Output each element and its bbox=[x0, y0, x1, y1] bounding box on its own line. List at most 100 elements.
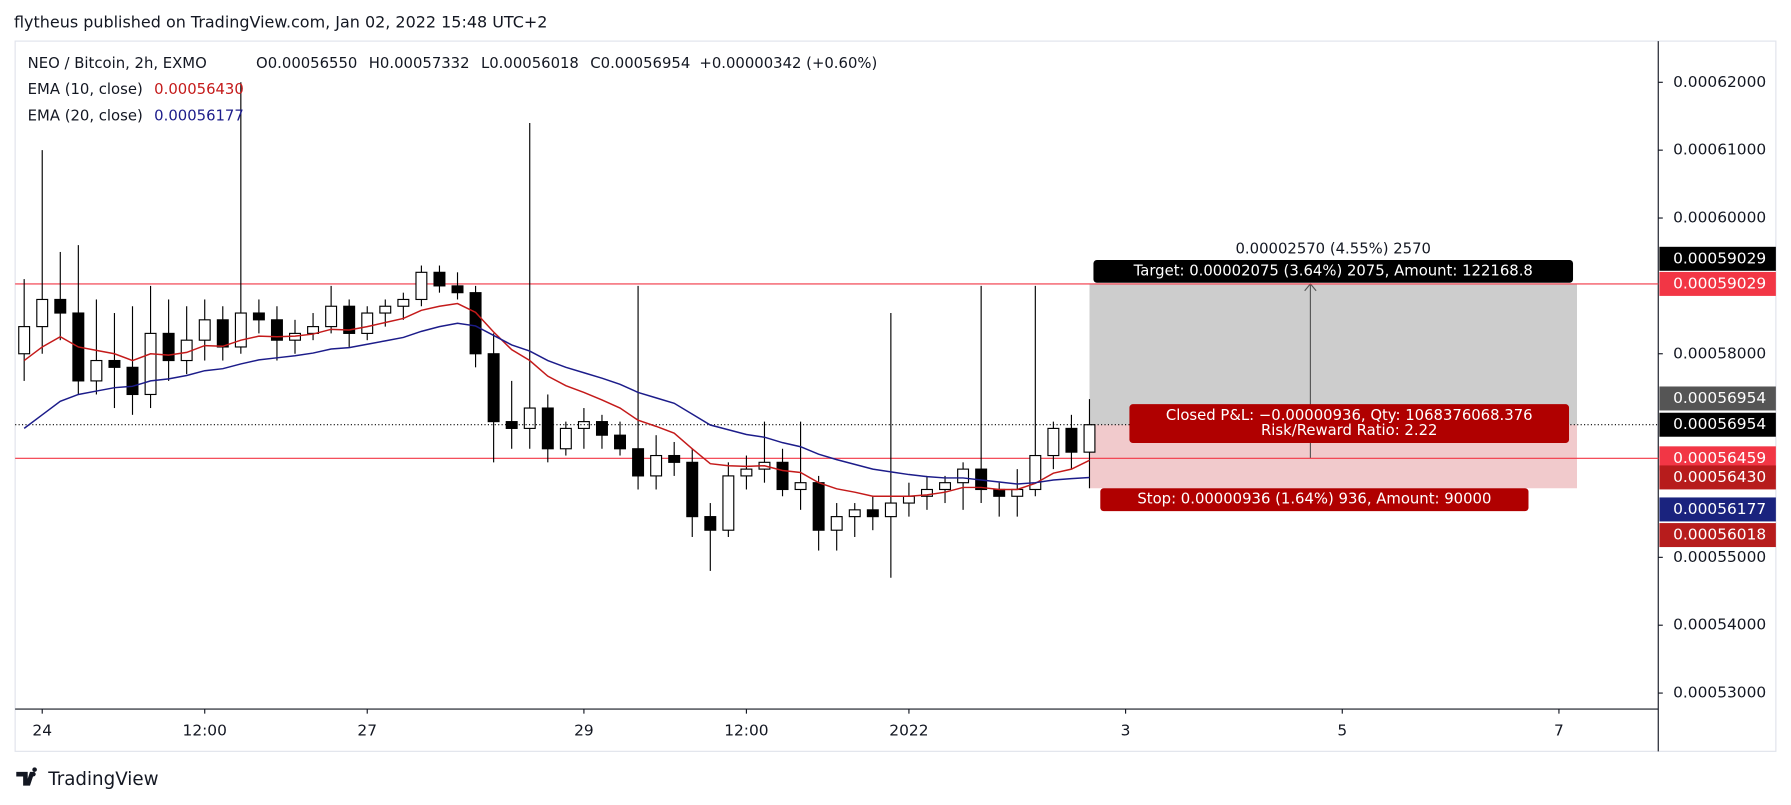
candle-body bbox=[559, 427, 572, 450]
plot: 0.00062000 0.00061000 0.00060000 0.00058000… bbox=[15, 73, 1776, 739]
ohlc-key: C bbox=[590, 55, 600, 72]
candle-body bbox=[415, 271, 428, 301]
price-label-box bbox=[1659, 246, 1776, 271]
ohlc-value: 0.00057332 bbox=[380, 55, 470, 72]
x-tick-label: 29 bbox=[574, 721, 594, 739]
candle-body bbox=[505, 421, 518, 429]
ohlc-value: 0.00056954 bbox=[601, 55, 691, 72]
candle-body bbox=[144, 332, 157, 396]
price-label: 0.00059029 bbox=[1673, 249, 1766, 267]
footer-brand: TradingView bbox=[47, 769, 158, 790]
ohlc-key: H bbox=[369, 55, 380, 72]
candle-body bbox=[939, 482, 952, 491]
candle-body bbox=[704, 516, 717, 531]
candle-body bbox=[740, 468, 753, 477]
ohlc-change: +0.00000342 (+0.60%) bbox=[699, 55, 877, 72]
position-pnl-label-box bbox=[1129, 404, 1570, 444]
price-label-box bbox=[1659, 412, 1776, 437]
y-tick-label: 0.00053000 bbox=[1673, 684, 1766, 702]
x-tick-label: 7 bbox=[1554, 721, 1564, 739]
candle-body bbox=[866, 509, 879, 518]
price-label: 0.00056177 bbox=[1673, 500, 1766, 518]
ohlc-value: 0.00056018 bbox=[489, 55, 579, 72]
price-label-box bbox=[1659, 523, 1776, 548]
x-tick-label: 27 bbox=[357, 721, 377, 739]
candle-body bbox=[848, 509, 861, 518]
price-label: 0.00056018 bbox=[1673, 526, 1766, 544]
position-pnl-label: Risk/Reward Ratio: 2.22 bbox=[1261, 422, 1437, 439]
y-tick-label: 0.00060000 bbox=[1673, 209, 1766, 227]
candle-body bbox=[126, 366, 139, 396]
candle-body bbox=[993, 488, 1006, 497]
y-tick-label: 0.00061000 bbox=[1673, 141, 1766, 159]
position-stop-label: Stop: 0.00000936 (1.64%) 936, Amount: 90… bbox=[1137, 491, 1491, 508]
candle-body bbox=[90, 359, 103, 382]
candle-body bbox=[469, 292, 482, 355]
candle-body bbox=[668, 454, 681, 463]
x-tick-label: 24 bbox=[32, 721, 52, 739]
candle-body bbox=[1011, 488, 1024, 497]
chart-title: NEO / Bitcoin, 2h, EXMO bbox=[28, 55, 207, 72]
position-range-label: 0.00002570 (4.55%) 2570 bbox=[1236, 241, 1431, 258]
candle-body bbox=[902, 495, 915, 504]
price-label: 0.00056430 bbox=[1673, 468, 1766, 486]
x-tick-label: 3 bbox=[1121, 721, 1131, 739]
y-tick-label: 0.00058000 bbox=[1673, 344, 1766, 362]
candle-body bbox=[325, 305, 338, 328]
footer-logo bbox=[16, 767, 37, 786]
price-label-box bbox=[1659, 497, 1776, 522]
candle-body bbox=[198, 319, 211, 341]
legend-entry: EMA (10, close) 0.00056430 bbox=[28, 81, 244, 98]
ohlc-key: O bbox=[256, 55, 268, 72]
position-stop-label-box bbox=[1100, 488, 1529, 512]
candle-body bbox=[1047, 427, 1060, 457]
position-target-label-box bbox=[1093, 259, 1574, 283]
price-label: 0.00056459 bbox=[1673, 449, 1766, 467]
candle-body bbox=[216, 319, 229, 348]
candle-body bbox=[957, 468, 970, 484]
candle-body bbox=[108, 359, 121, 368]
candle-body bbox=[487, 353, 500, 423]
candle-body bbox=[162, 332, 175, 362]
candle-body bbox=[18, 326, 31, 355]
candle-body bbox=[523, 407, 536, 429]
candle-body bbox=[1083, 424, 1096, 453]
x-tick-label: 12:00 bbox=[724, 721, 768, 739]
candle-body bbox=[361, 312, 374, 334]
y-tick-label: 0.00054000 bbox=[1673, 616, 1766, 634]
candle-body bbox=[595, 421, 608, 436]
candle-body bbox=[1029, 454, 1042, 491]
ohlc-value: 0.00056550 bbox=[268, 55, 358, 72]
candle-body bbox=[632, 448, 645, 477]
candle-body bbox=[541, 407, 554, 450]
x-tick-label: 12:00 bbox=[183, 721, 227, 739]
candle-body bbox=[794, 482, 807, 491]
candle-body bbox=[451, 285, 464, 294]
candle-body bbox=[433, 271, 446, 287]
header-text: flytheus published on TradingView.com, J… bbox=[14, 12, 547, 31]
candle-body bbox=[812, 482, 825, 531]
legend-name: EMA (10, close) bbox=[28, 81, 143, 98]
candle-body bbox=[54, 298, 67, 314]
candle-body bbox=[722, 475, 735, 531]
candle-body bbox=[830, 516, 843, 531]
price-label: 0.00056954 bbox=[1673, 415, 1766, 433]
legend-entry: EMA (20, close) 0.00056177 bbox=[28, 107, 244, 124]
ohlc-legend: O0.00056550 H0.00057332 L0.00056018 C0.0005… bbox=[256, 55, 877, 72]
candle-body bbox=[686, 461, 699, 518]
candle-body bbox=[1065, 427, 1078, 453]
price-label: 0.00056954 bbox=[1673, 389, 1766, 407]
price-label-box bbox=[1659, 386, 1776, 411]
ohlc-key: L bbox=[481, 55, 490, 72]
legend-name: EMA (20, close) bbox=[28, 107, 143, 124]
x-tick-label: 2022 bbox=[889, 721, 928, 739]
price-label-box bbox=[1659, 271, 1776, 296]
legend-value: 0.00056177 bbox=[154, 107, 244, 124]
candle-body bbox=[379, 305, 392, 314]
position-target-label: Target: 0.00002075 (3.64%) 2075, Amount:… bbox=[1133, 262, 1533, 279]
candle-body bbox=[270, 319, 283, 341]
candle-body bbox=[920, 488, 933, 497]
position-pnl-label: Closed P&L: −0.00000936, Qty: 1068376068… bbox=[1166, 407, 1533, 424]
price-label: 0.00059029 bbox=[1673, 274, 1766, 292]
